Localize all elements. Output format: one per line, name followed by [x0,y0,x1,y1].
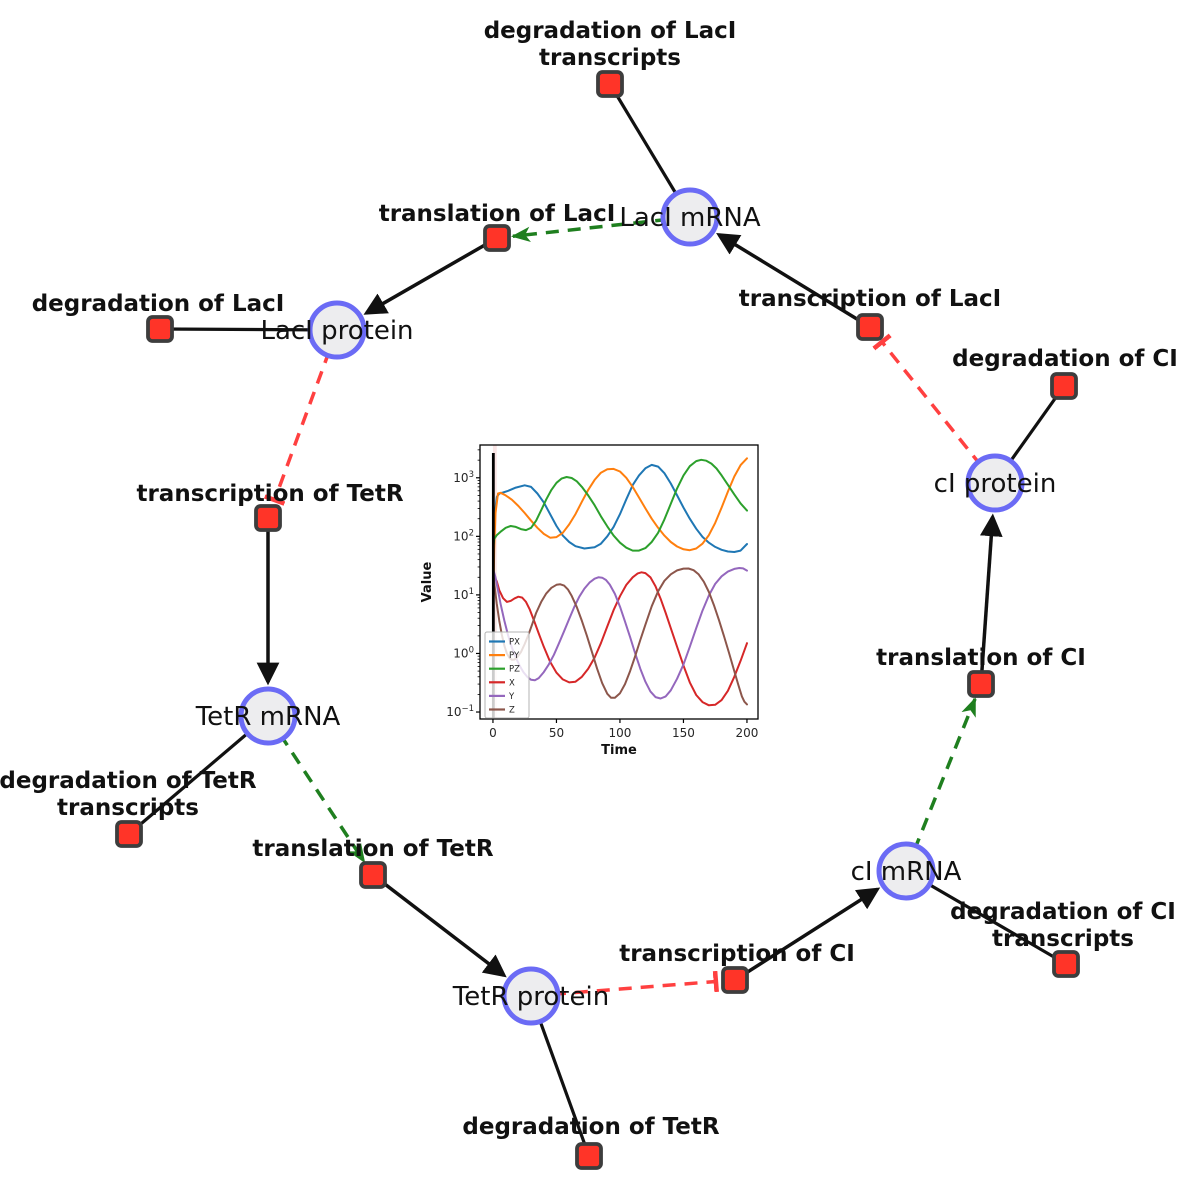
y-tick-label: 101 [453,587,474,602]
chart-series-Y [492,567,748,700]
inset-simulation-chart: 10−1 100 101 102 103 0 50 100 150 200 Time Value PX P… [415,428,787,772]
chart-svg: 10−1 100 101 102 103 0 50 100 150 200 Time Value PX P… [420,444,759,758]
chart-spines [479,444,759,720]
edge-inhibition-ci-protein-transcription-laci [872,333,997,485]
legend-label-PY: PY [509,651,520,661]
edge-inhibition-tetr-protein-transcription-ci [530,970,719,998]
x-tick-label: 150 [672,726,695,740]
reaction-label-transcription-tetr-line0: transcription of TetR [136,481,403,507]
legend-label-Z: Z [509,706,515,716]
reaction-label-deg-tetr-transcripts-line1: transcripts [57,795,199,821]
species-label-ci-protein: cI protein [934,469,1057,499]
x-tick-label: 0 [489,726,497,740]
chart-series-Z [492,567,748,706]
legend-label-PX: PX [509,638,520,648]
edge-inhibition-laci-protein-transcription-tetr [263,329,339,506]
x-tick-label: 200 [735,726,758,740]
species-node-ci-mrna[interactable] [876,841,936,901]
reaction-node-translation-laci[interactable] [483,224,511,252]
legend-label-X: X [509,678,515,688]
y-tick-label: 103 [453,470,474,485]
reaction-label-deg-tetr-line0: degradation of TetR [462,1114,719,1140]
reaction-node-deg-laci-transcripts[interactable] [596,70,624,98]
species-node-laci-protein[interactable] [307,300,367,360]
chart-series-X [492,571,748,707]
chart-series-PX [492,463,748,555]
reaction-node-deg-laci[interactable] [146,315,174,343]
reaction-label-translation-laci-line0: translation of LacI [379,201,616,227]
reaction-node-translation-tetr[interactable] [359,861,387,889]
edge-product-translation-tetr-tetr-protein [371,873,507,978]
reaction-label-deg-ci-line0: degradation of CI [952,346,1178,372]
species-label-laci-protein: LacI protein [260,316,413,346]
legend-label-PZ: PZ [509,665,520,675]
reaction-label-translation-ci-line0: translation of CI [876,645,1086,671]
labels-layer: LacI mRNA LacI protein TetR mRNA TetR prote… [0,18,1178,1140]
edge-product-transcription-ci-ci-mrna [734,887,881,982]
reaction-node-transcription-tetr[interactable] [254,504,282,532]
reaction-label-transcription-laci-line0: transcription of LacI [739,286,1002,312]
reaction-label-deg-tetr-transcripts-line0: degradation of TetR [0,768,257,794]
reaction-label-transcription-ci-line0: transcription of CI [619,941,855,967]
species-node-ci-protein[interactable] [965,453,1025,513]
reaction-label-deg-laci-line0: degradation of LacI [32,291,285,317]
reaction-node-deg-tetr-transcripts[interactable] [115,820,143,848]
species-node-tetr-mrna[interactable] [238,686,298,746]
reaction-label-deg-laci-transcripts-line0: degradation of LacI [484,18,737,44]
y-tick-label: 100 [453,645,474,660]
species-label-ci-mrna: cI mRNA [851,857,962,887]
y-axis-label: Value [420,561,435,602]
reaction-node-deg-ci[interactable] [1050,372,1078,400]
species-label-tetr-mrna: TetR mRNA [195,702,341,732]
species-label-tetr-protein: TetR protein [452,982,609,1012]
reaction-label-deg-laci-transcripts-line1: transcripts [539,45,681,71]
reaction-label-deg-ci-transcripts-line0: degradation of CI [950,899,1176,925]
reaction-label-deg-ci-transcripts-line1: transcripts [992,926,1134,952]
x-tick-label: 100 [608,726,631,740]
species-node-tetr-protein[interactable] [501,966,561,1026]
reaction-node-translation-ci[interactable] [967,670,995,698]
reaction-node-deg-tetr[interactable] [575,1142,603,1170]
x-tick-label: 50 [549,726,564,740]
reaction-node-transcription-laci[interactable] [856,313,884,341]
species-node-laci-mrna[interactable] [660,187,720,247]
edge-reactant-laci-protein-deg-laci [159,327,338,332]
chart-legend-box [484,631,530,719]
edge-modifier-ci-mrna-translation-ci [904,697,977,872]
edge-product-translation-laci-laci-protein [363,236,498,315]
chart-series-PZ [492,458,748,552]
edge-reactant-ci-mrna-deg-ci-transcripts [905,869,1067,966]
edge-product-transcription-laci-laci-mrna [716,232,871,329]
y-tick-label: 10−1 [446,704,474,719]
y-tick-label: 102 [453,528,474,543]
reaction-node-deg-ci-transcripts[interactable] [1052,950,1080,978]
reaction-node-transcription-ci[interactable] [721,966,749,994]
chart-series-PY [492,457,748,620]
x-axis-label: Time [601,743,637,758]
edge-product-translation-ci-ci-protein [979,513,1003,685]
reaction-label-translation-tetr-line0: translation of TetR [252,836,493,862]
nodes-layer [115,70,1080,1170]
edge-modifier-laci-mrna-translation-laci [510,215,691,243]
legend-label-Y: Y [508,692,515,702]
species-label-laci-mrna: LacI mRNA [619,203,760,233]
edge-reactant-tetr-mrna-deg-tetr-transcripts [127,714,270,836]
